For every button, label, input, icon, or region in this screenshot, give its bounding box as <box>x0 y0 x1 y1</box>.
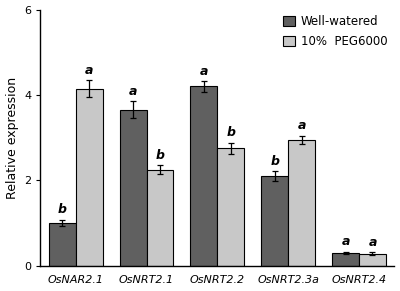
Text: a: a <box>341 235 350 248</box>
Text: a: a <box>129 85 137 98</box>
Bar <box>332 253 359 266</box>
Bar <box>261 176 288 266</box>
Text: b: b <box>58 203 67 216</box>
Text: a: a <box>298 119 306 132</box>
Bar <box>190 86 217 266</box>
Text: b: b <box>156 149 164 162</box>
Text: a: a <box>85 64 93 77</box>
Bar <box>217 148 244 266</box>
Y-axis label: Relative expression: Relative expression <box>6 77 18 199</box>
Text: b: b <box>270 155 279 168</box>
Text: a: a <box>368 236 377 249</box>
Bar <box>76 88 102 266</box>
Legend: Well-watered, 10%  PEG6000: Well-watered, 10% PEG6000 <box>278 10 392 53</box>
Text: a: a <box>200 65 208 78</box>
Bar <box>120 110 146 266</box>
Bar <box>146 170 174 266</box>
Bar <box>49 223 76 266</box>
Bar <box>288 140 315 266</box>
Text: b: b <box>226 126 235 139</box>
Bar <box>359 254 386 266</box>
